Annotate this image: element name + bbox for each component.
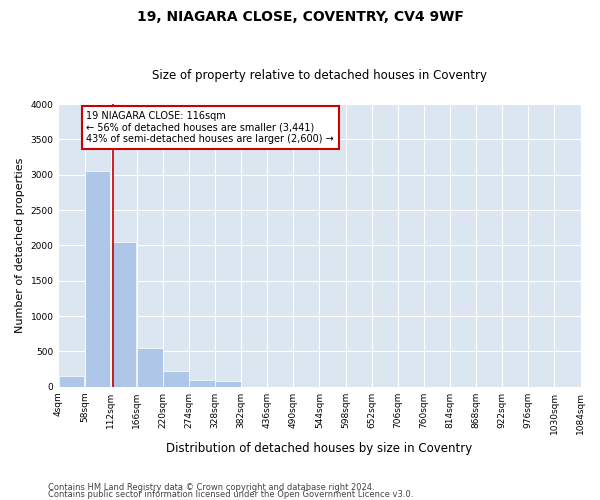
Title: Size of property relative to detached houses in Coventry: Size of property relative to detached ho… xyxy=(152,69,487,82)
Bar xyxy=(215,382,241,386)
Bar xyxy=(137,348,163,387)
X-axis label: Distribution of detached houses by size in Coventry: Distribution of detached houses by size … xyxy=(166,442,473,455)
Bar xyxy=(163,371,188,386)
Text: Contains HM Land Registry data © Crown copyright and database right 2024.: Contains HM Land Registry data © Crown c… xyxy=(48,484,374,492)
Bar xyxy=(189,380,215,386)
Text: Contains public sector information licensed under the Open Government Licence v3: Contains public sector information licen… xyxy=(48,490,413,499)
Text: 19, NIAGARA CLOSE, COVENTRY, CV4 9WF: 19, NIAGARA CLOSE, COVENTRY, CV4 9WF xyxy=(137,10,463,24)
Bar xyxy=(85,171,110,386)
Text: 19 NIAGARA CLOSE: 116sqm
← 56% of detached houses are smaller (3,441)
43% of sem: 19 NIAGARA CLOSE: 116sqm ← 56% of detach… xyxy=(86,111,334,144)
Bar xyxy=(111,242,136,386)
Y-axis label: Number of detached properties: Number of detached properties xyxy=(15,158,25,333)
Bar xyxy=(59,376,84,386)
